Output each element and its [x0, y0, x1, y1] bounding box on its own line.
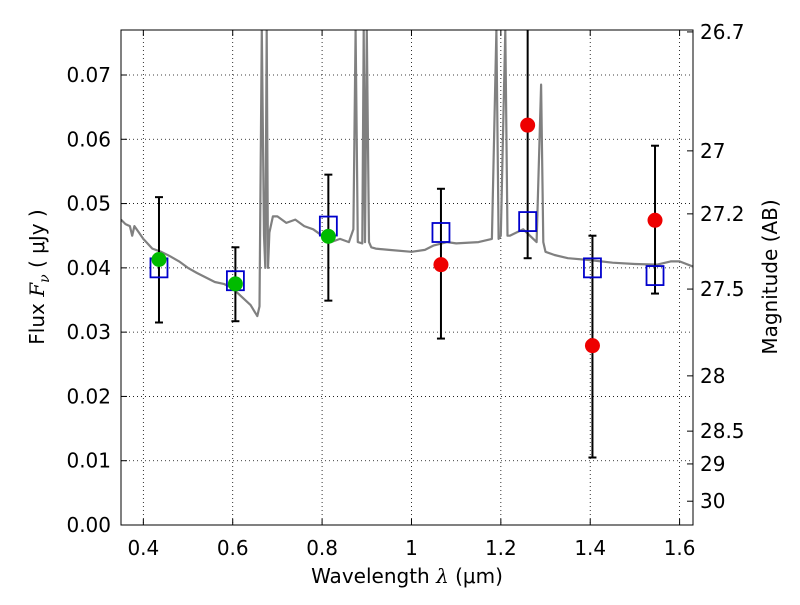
- y-tick-label: 0.04: [66, 256, 111, 280]
- x-axis-title: Wavelength λ (μm): [311, 564, 503, 588]
- y2-tick-label: 30: [700, 489, 725, 513]
- x-tick-label: 0.8: [306, 536, 338, 560]
- y-tick-label: 0.02: [66, 384, 111, 408]
- y-tick-label: 0.00: [66, 513, 111, 537]
- model-band-flux-square: [431, 222, 451, 243]
- x-tick-label: 0.4: [127, 536, 159, 560]
- observed-point-green: [227, 276, 243, 292]
- y2-tick-label: 28: [700, 364, 725, 388]
- y-tick-label: 0.06: [66, 127, 111, 151]
- x-axis-title-symbol: λ: [435, 564, 449, 588]
- y2-tick-label: 27.5: [700, 277, 745, 301]
- y2-tick-label: 28.5: [700, 419, 745, 443]
- observed-point-red: [584, 338, 600, 354]
- model-band-flux-square: [645, 265, 665, 286]
- x-axis-title-unit: (μm): [449, 564, 503, 588]
- x-tick-label: 1.6: [664, 536, 696, 560]
- axis-ticks: [121, 30, 693, 526]
- x-tick-label: 1: [405, 536, 418, 560]
- x-tick-label: 1.4: [574, 536, 606, 560]
- observed-point-green: [320, 228, 336, 244]
- y2-tick-label: 27.2: [700, 202, 745, 226]
- y-axis-title-prefix: Flux: [25, 297, 49, 345]
- y-tick-label: 0.01: [66, 449, 111, 473]
- observed-point-red: [647, 212, 663, 228]
- y2-axis-title: Magnitude (AB): [758, 199, 782, 354]
- observed-point-red: [433, 257, 449, 273]
- x-tick-label: 1.2: [485, 536, 517, 560]
- y-axis-title-subscript: ν: [37, 274, 53, 283]
- model-band-flux-square: [518, 211, 538, 232]
- x-axis-title-prefix: Wavelength: [311, 564, 436, 588]
- y2-tick-label: 27: [700, 139, 725, 163]
- y-tick-label: 0.07: [66, 63, 111, 87]
- observed-point-red: [520, 117, 536, 133]
- y2-tick-label: 29: [700, 452, 725, 476]
- x-tick-label: 0.6: [217, 536, 249, 560]
- plot-frame: [120, 29, 694, 526]
- y-axis-title-unit: ( μJy ): [25, 209, 49, 274]
- y-tick-label: 0.03: [66, 320, 111, 344]
- y-axis-title-symbol: F: [25, 282, 49, 298]
- y-axis-title: Flux Fν ( μJy ): [25, 209, 53, 344]
- model-band-flux-square: [583, 257, 602, 279]
- y-tick-label: 0.05: [66, 192, 111, 216]
- model-spectrum-line: [121, 30, 693, 318]
- model-spectrum-layer: [121, 30, 693, 318]
- y2-tick-label: 26.7: [700, 20, 745, 44]
- data-point-layer: [149, 117, 665, 354]
- observed-point-green: [151, 252, 167, 267]
